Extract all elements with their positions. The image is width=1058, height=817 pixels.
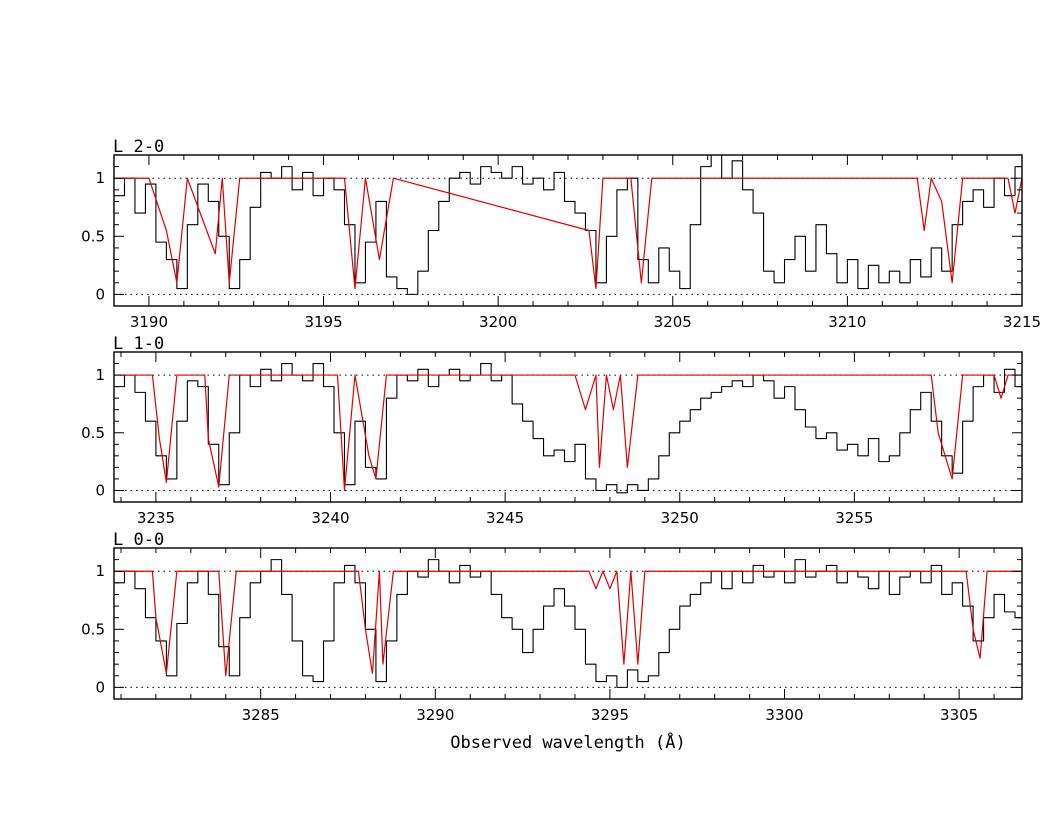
y-tick-label: 0 [95, 678, 105, 696]
y-tick-label: 1 [95, 169, 105, 187]
x-tick-label: 3190 [130, 313, 168, 331]
x-tick-label: 3210 [828, 313, 866, 331]
x-tick-label: 3240 [311, 509, 349, 527]
model-line [114, 177, 1022, 290]
x-tick-label: 3300 [765, 706, 803, 724]
x-tick-label: 3195 [304, 313, 342, 331]
plot-frame [113, 547, 1023, 700]
y-tick-label: 1 [95, 366, 105, 384]
panel-2: 3235 3240 3245 3250 3255 0 0.5 1 L 1-0 [81, 334, 1023, 527]
y-tick-label: 0.5 [81, 227, 105, 245]
x-tick-label: 3290 [416, 706, 454, 724]
y-tick-label: 0.5 [81, 620, 105, 638]
panel-1: 3190 3195 3200 3205 3210 3215 0 0.5 1 L 2-0 [81, 137, 1041, 331]
x-tick-label: 3200 [479, 313, 517, 331]
x-tick-label: 3250 [661, 509, 699, 527]
y-tick-label: 0.5 [81, 424, 105, 442]
x-axis-label: Observed wavelength (Å) [450, 731, 685, 753]
x-tick-label: 3245 [486, 509, 524, 527]
x-tick-label: 3305 [940, 706, 978, 724]
model-line [114, 570, 1022, 677]
panel-3: 3285 3290 3295 3300 3305 0 0.5 1 L 0-0 [81, 530, 1023, 724]
x-tick-label: 3235 [137, 509, 175, 527]
y-tick-label: 0 [95, 481, 105, 499]
model-line [114, 374, 1022, 492]
x-tick-label: 3255 [835, 509, 873, 527]
y-tick-label: 1 [95, 562, 105, 580]
x-tick-label: 3215 [1003, 313, 1041, 331]
y-tick-label: 0 [95, 285, 105, 303]
observed-flux-line [114, 155, 1022, 295]
x-tick-label: 3205 [654, 313, 692, 331]
x-tick-label: 3285 [242, 706, 280, 724]
panel-title: L 1-0 [113, 334, 164, 354]
plot-frame [113, 351, 1023, 503]
panel-title: L 2-0 [113, 137, 164, 157]
observed-flux-line [114, 559, 1022, 688]
panel-title: L 0-0 [113, 530, 164, 550]
x-tick-label: 3295 [591, 706, 629, 724]
observed-flux-line [114, 362, 1022, 494]
